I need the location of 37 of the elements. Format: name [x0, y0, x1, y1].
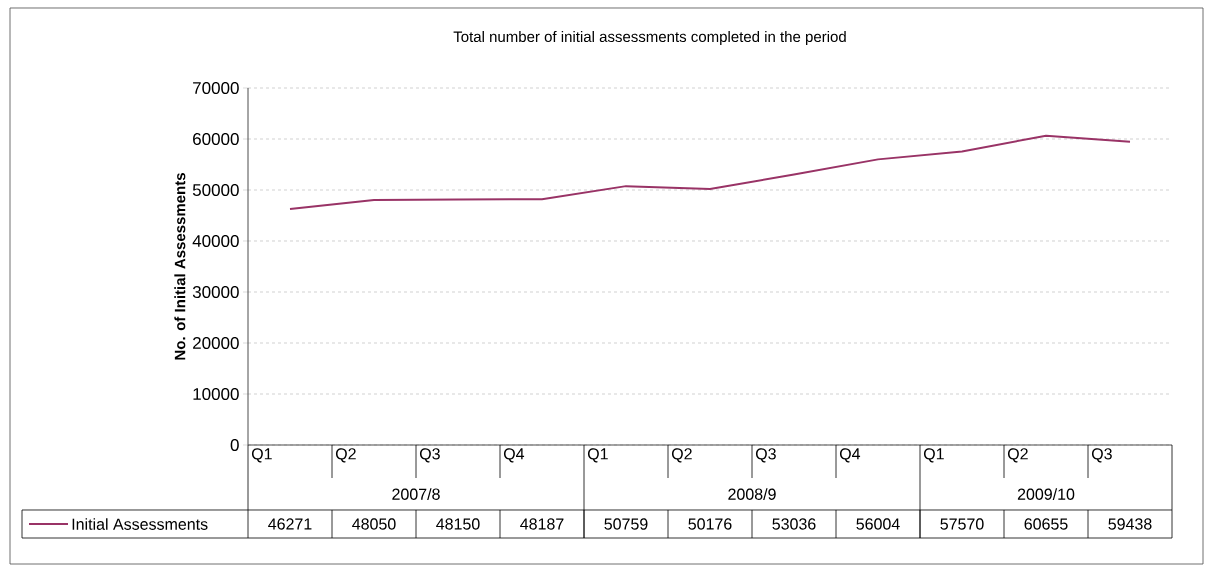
data-label: 60655: [1024, 518, 1068, 530]
data-label: 57570: [940, 518, 984, 530]
y-tick-label: 70000: [193, 81, 239, 95]
x-tick-label: Q3: [755, 448, 776, 463]
x-tick-label: Q3: [419, 448, 440, 463]
x-tick-label: Q1: [251, 448, 272, 463]
x-tick-label: Q2: [1007, 448, 1028, 463]
y-tick-label: 20000: [193, 336, 239, 350]
x-tick-label: Q4: [839, 448, 861, 463]
x-tick-label: Q1: [587, 448, 608, 463]
y-axis-title: No. of Initial Assessments: [174, 173, 186, 360]
x-tick-label: Q3: [1091, 448, 1112, 463]
text: 2008/9: [728, 488, 776, 500]
data-label: 48050: [352, 518, 396, 530]
data-label: 46271: [268, 518, 312, 530]
chart-title: Total number of initial assessments completed in the period: [453, 31, 846, 45]
y-tick-label: 50000: [192, 183, 239, 197]
x-tick-label: Q2: [335, 448, 356, 463]
data-label: 48187: [520, 518, 564, 530]
y-tick-label: 40000: [192, 234, 239, 248]
data-label: 56004: [856, 518, 900, 530]
data-label: 48150: [436, 518, 480, 530]
data-label: 50176: [688, 518, 732, 530]
x-tick-label: Q2: [671, 448, 692, 463]
data-label: 50759: [604, 518, 648, 530]
data-label: 53036: [772, 518, 816, 530]
legend-label: Initial Assessments: [72, 518, 208, 530]
line-series: [289, 134, 1132, 211]
x-tick-label: Q1: [923, 448, 944, 463]
y-tick-label: 60000: [193, 132, 239, 146]
text: 2009/10: [1017, 488, 1075, 500]
y-tick-label: 0: [230, 438, 239, 452]
text: 2007/8: [392, 488, 440, 500]
y-tick-label: 30000: [192, 285, 239, 299]
y-tick-label: 10000: [193, 387, 239, 401]
data-label: 59438: [1108, 518, 1152, 530]
x-tick-label: Q4: [503, 448, 525, 463]
